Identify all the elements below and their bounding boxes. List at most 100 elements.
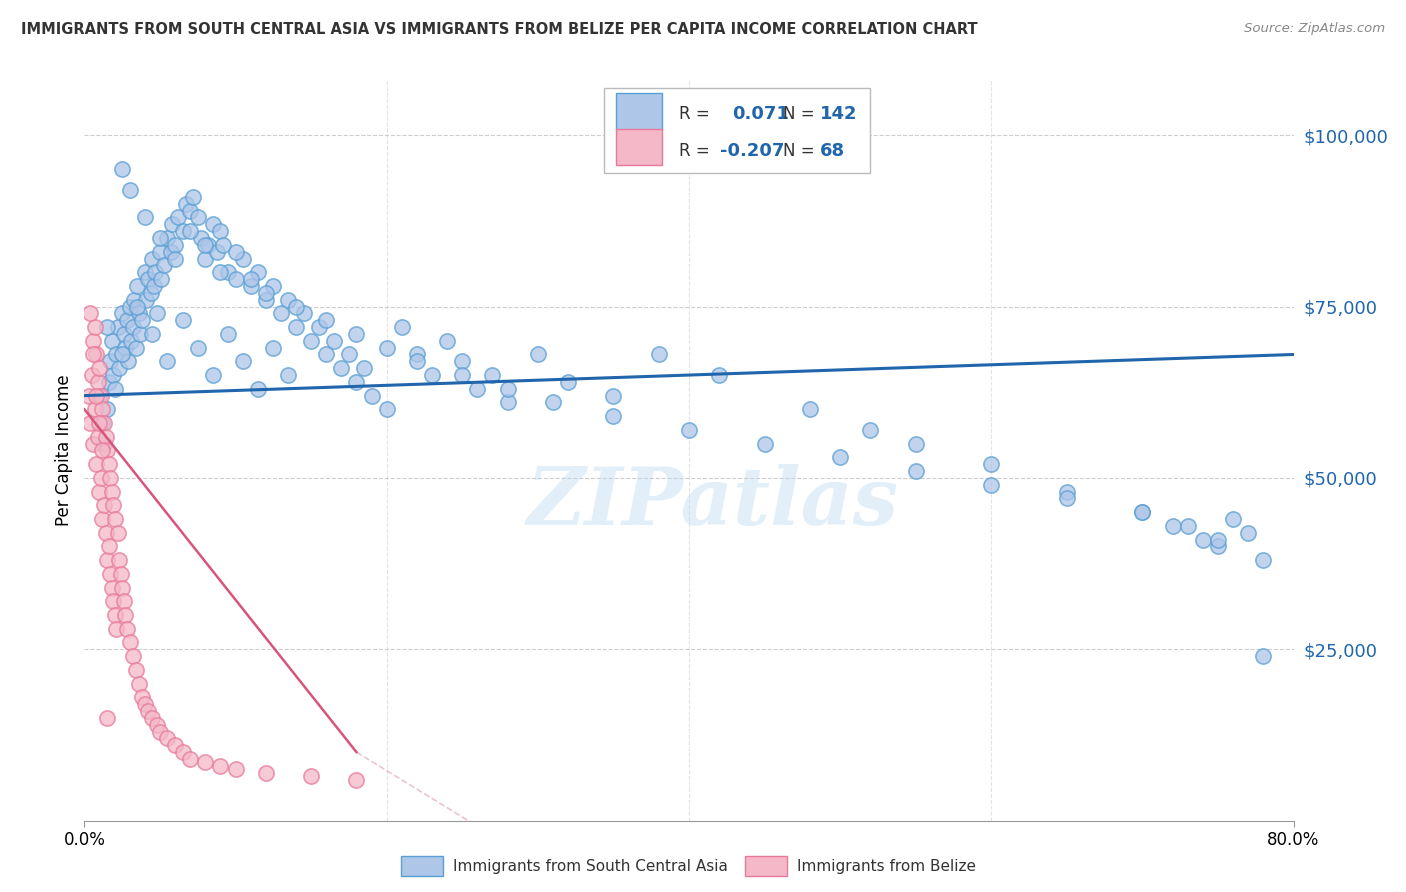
Point <box>79 306 101 320</box>
Point <box>602 409 624 424</box>
Point <box>754 436 776 450</box>
Point <box>89 484 111 499</box>
Point <box>1206 540 1229 554</box>
Text: 142: 142 <box>820 104 858 122</box>
Point <box>406 347 429 361</box>
Point <box>108 361 131 376</box>
Point <box>128 306 150 320</box>
Point <box>165 252 187 266</box>
Point <box>101 498 124 512</box>
Text: 68: 68 <box>820 142 845 160</box>
Point <box>115 622 138 636</box>
Point <box>557 375 579 389</box>
Text: N =: N = <box>783 142 815 160</box>
Point <box>254 765 277 780</box>
Point <box>322 334 344 348</box>
Point <box>84 402 107 417</box>
Point <box>86 457 108 471</box>
Point <box>93 436 115 450</box>
Point <box>80 368 103 382</box>
Point <box>127 279 149 293</box>
Point <box>1222 512 1244 526</box>
Point <box>108 553 131 567</box>
Point <box>247 265 270 279</box>
Point <box>1206 533 1229 547</box>
Point <box>96 402 118 417</box>
Point <box>125 341 148 355</box>
Text: ZIPatlas: ZIPatlas <box>527 464 900 541</box>
Point <box>225 244 247 259</box>
Point <box>156 354 179 368</box>
Point <box>107 320 129 334</box>
Point <box>451 354 474 368</box>
Point <box>209 759 232 773</box>
Point <box>100 484 122 499</box>
Point <box>98 354 121 368</box>
Text: IMMIGRANTS FROM SOUTH CENTRAL ASIA VS IMMIGRANTS FROM BELIZE PER CAPITA INCOME C: IMMIGRANTS FROM SOUTH CENTRAL ASIA VS IM… <box>21 22 977 37</box>
Point <box>1130 505 1153 519</box>
Point <box>209 265 232 279</box>
Point <box>181 190 204 204</box>
Point <box>129 326 152 341</box>
Text: 0.071: 0.071 <box>733 104 789 122</box>
Point <box>118 635 141 649</box>
Point <box>179 203 201 218</box>
Point <box>172 224 194 238</box>
Point <box>1161 519 1184 533</box>
Point <box>86 389 108 403</box>
Point <box>160 217 183 231</box>
Point <box>1237 525 1260 540</box>
Point <box>980 457 1002 471</box>
Y-axis label: Per Capita Income: Per Capita Income <box>55 375 73 526</box>
Bar <box>616 94 662 130</box>
Point <box>496 382 519 396</box>
Point <box>451 368 474 382</box>
FancyBboxPatch shape <box>605 87 870 173</box>
Point <box>105 347 128 361</box>
Point <box>89 361 111 376</box>
Point <box>904 464 927 478</box>
Point <box>118 300 141 314</box>
Point <box>541 395 564 409</box>
Point <box>93 498 115 512</box>
Point <box>187 341 209 355</box>
Point <box>262 279 284 293</box>
Point <box>353 361 375 376</box>
Point <box>156 231 179 245</box>
Point <box>337 347 360 361</box>
Point <box>904 436 927 450</box>
Point <box>97 457 120 471</box>
Point <box>179 224 201 238</box>
Point <box>1177 519 1199 533</box>
Point <box>172 313 194 327</box>
Point <box>527 347 550 361</box>
Bar <box>616 128 662 165</box>
Point <box>96 711 118 725</box>
Point <box>1130 505 1153 519</box>
Point <box>82 347 104 361</box>
Point <box>142 279 165 293</box>
Point <box>104 607 127 622</box>
Point <box>111 306 134 320</box>
Point <box>97 375 120 389</box>
Point <box>112 326 135 341</box>
Point <box>201 368 224 382</box>
Point <box>420 368 443 382</box>
Point <box>87 375 110 389</box>
Point <box>156 731 179 746</box>
Point <box>262 341 284 355</box>
Text: R =: R = <box>679 142 710 160</box>
Point <box>153 259 176 273</box>
Point <box>190 231 212 245</box>
Point <box>391 320 413 334</box>
Point <box>136 272 159 286</box>
Point <box>104 382 127 396</box>
Point <box>125 663 148 677</box>
Point <box>254 285 277 300</box>
Point <box>467 382 489 396</box>
Point <box>141 252 163 266</box>
Point <box>120 334 142 348</box>
Point <box>799 402 821 417</box>
Point <box>141 326 163 341</box>
Point <box>146 717 169 731</box>
